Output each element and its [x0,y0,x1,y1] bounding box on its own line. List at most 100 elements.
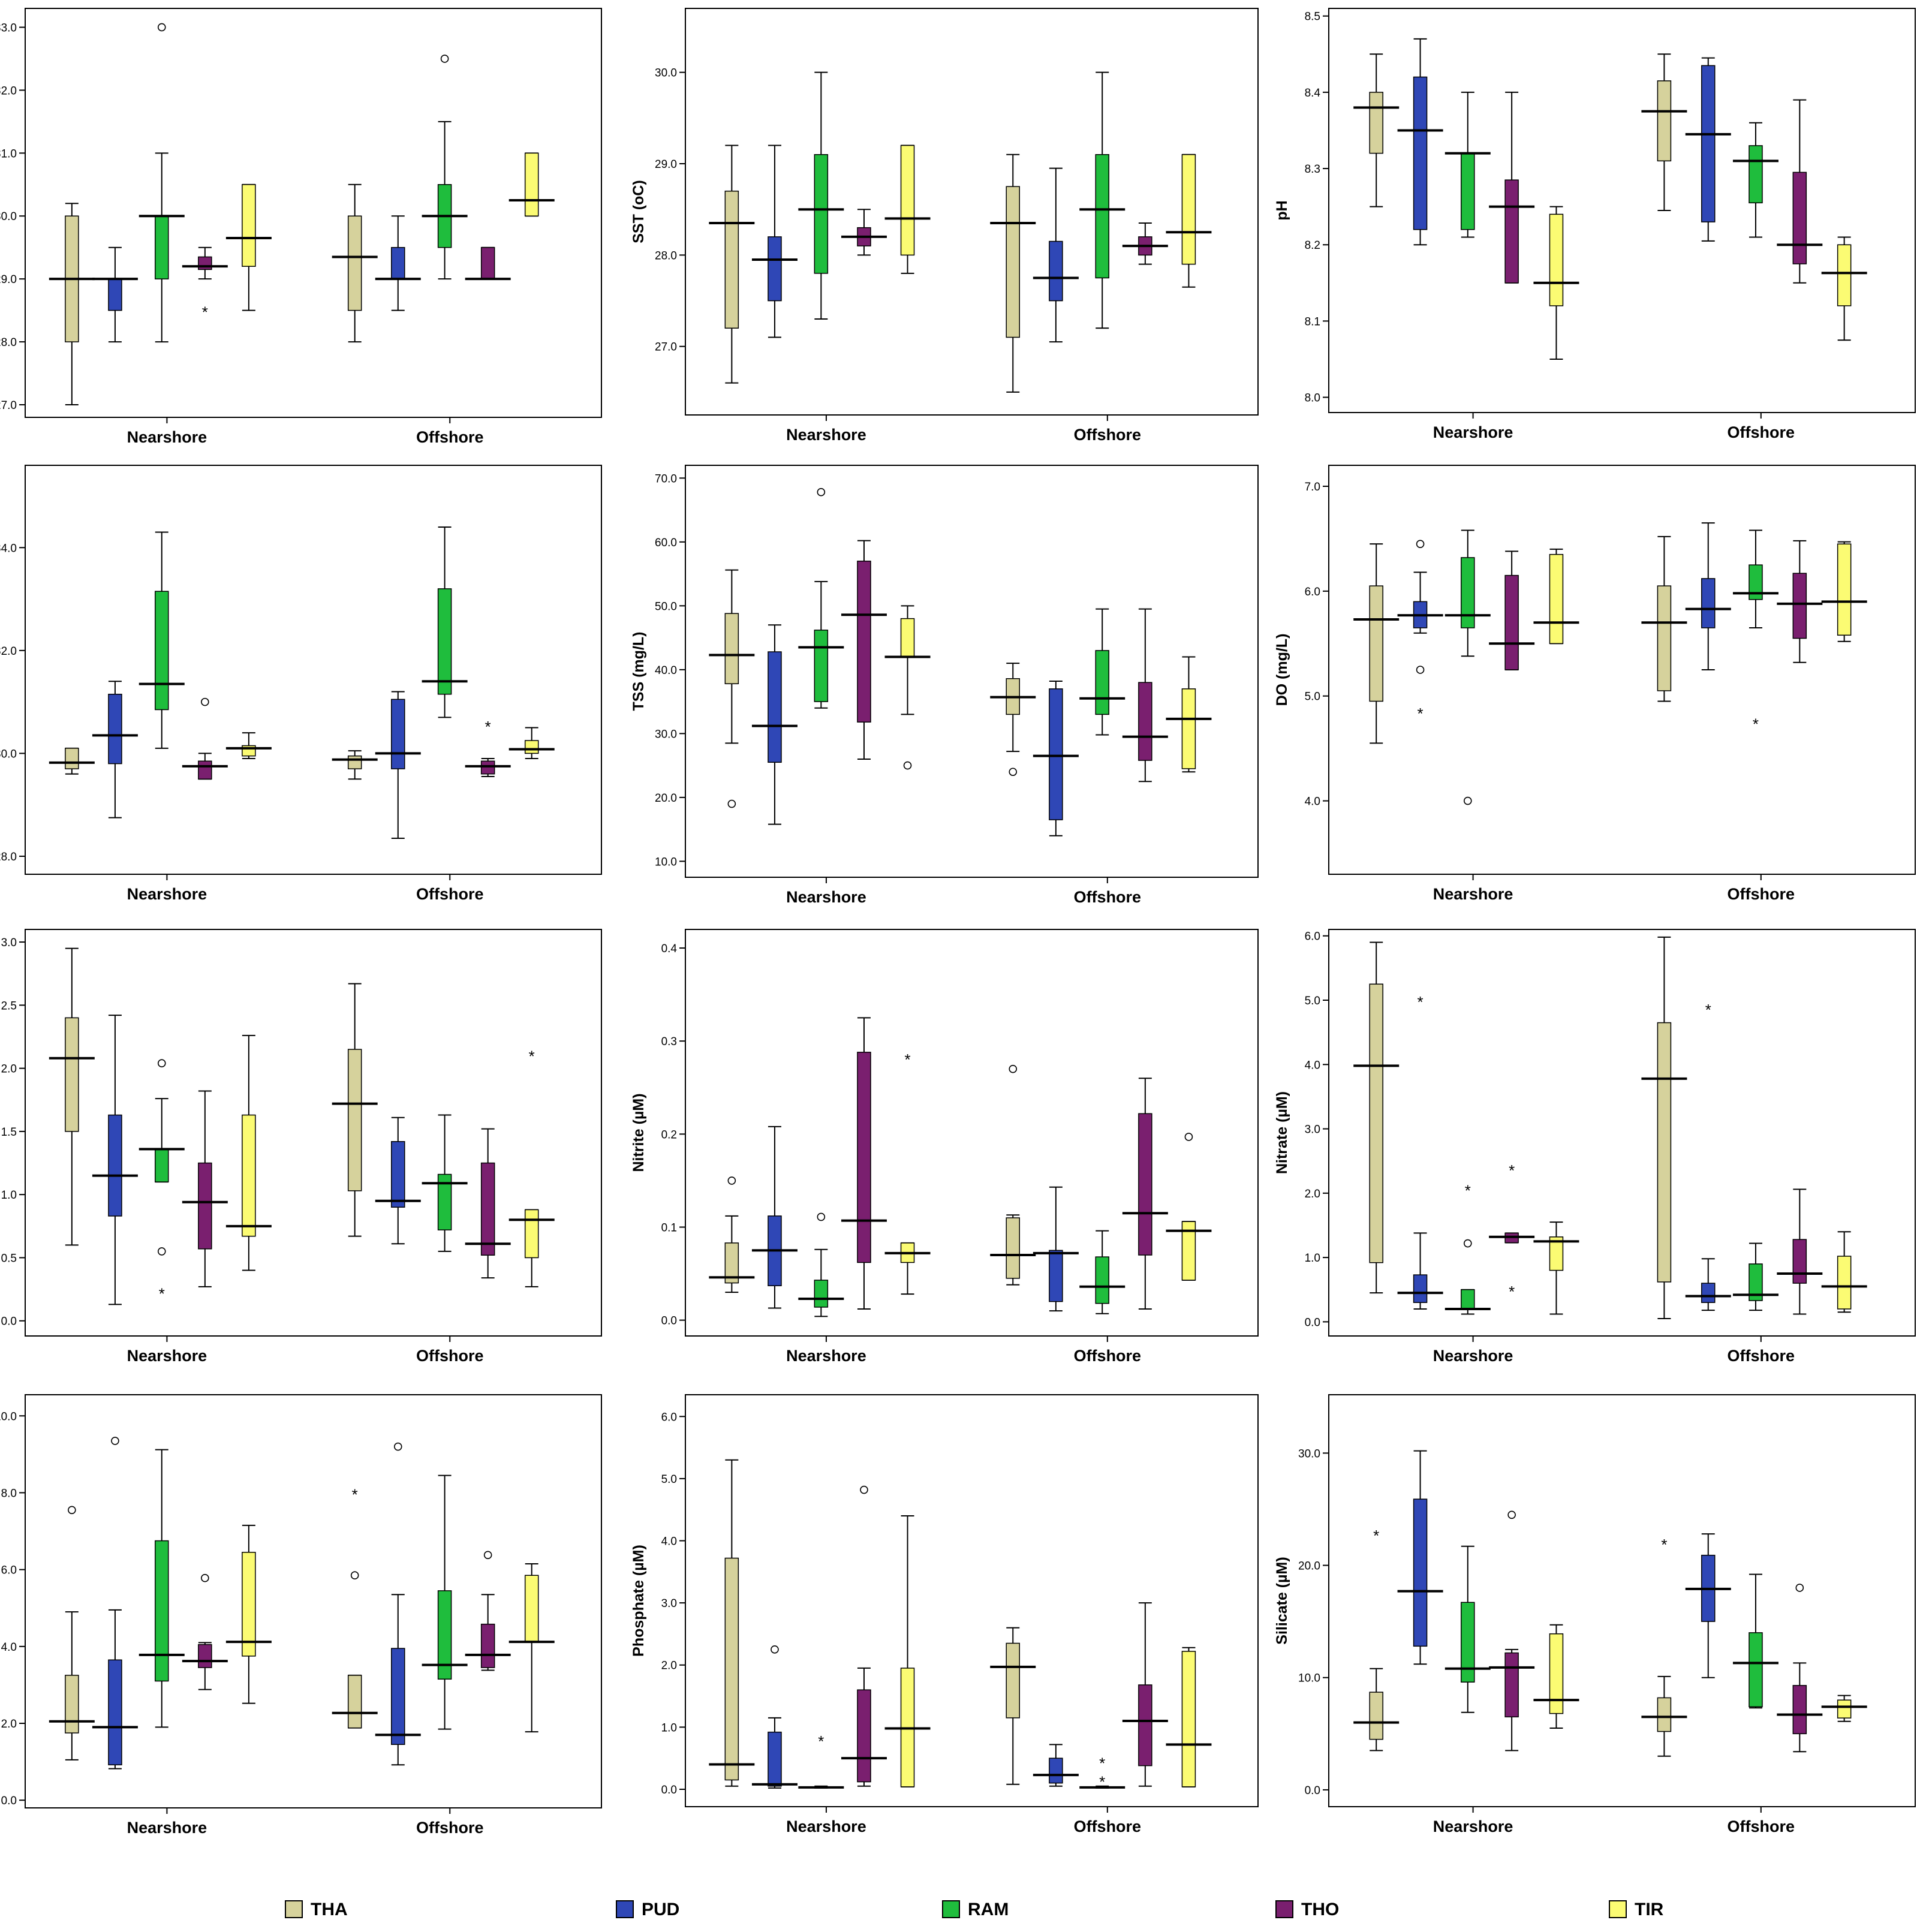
outlier-point [817,487,826,496]
box-pud-nearshore [92,681,138,818]
box-ram-nearshore [1444,1545,1491,1713]
iqr-box [242,1114,256,1237]
box-ram-nearshore [139,1449,185,1728]
iqr-box [437,1590,452,1680]
x-tick-label-offshore: Offshore [416,885,484,903]
y-tick-label: 30.0 [655,728,677,741]
extreme-point: * [1509,1283,1515,1301]
y-tick-label: 0.5 [1,1252,17,1265]
iqr-box [65,748,79,769]
y-tick-label: 8.0 [1,1487,17,1500]
y-tick-label: 0.0 [661,1784,677,1796]
chart-panels: 27.028.029.030.031.032.033.0AT (oC)Nears… [0,8,1916,1837]
y-tick-label: 5.0 [661,1473,677,1486]
box-tho-nearshore [182,1090,228,1287]
y-tick-label: 30.0 [1298,1448,1320,1460]
box-ram-nearshore [1444,529,1491,805]
x-tick-label-offshore: Offshore [1074,1817,1142,1835]
iqr-box [1006,1642,1021,1719]
outlier-point [1009,768,1018,777]
box-tir-offshore [1821,1695,1867,1722]
outlier-point [1416,540,1425,548]
box-tha-nearshore [709,1176,755,1293]
y-tick-label: 5.0 [1305,691,1320,703]
box-tha-offshore [332,750,378,780]
box-pud-offshore [375,215,421,311]
box-ram-offshore [1079,71,1125,329]
outlier-point [440,55,449,63]
legend-label: RAM [968,1900,1009,1919]
plot-frame [1328,465,1916,875]
extreme-point: * [1099,1772,1105,1790]
box-tho-offshore [1122,608,1168,783]
x-tick-label-nearshore: Nearshore [1433,423,1513,441]
box-tir-offshore [1821,541,1867,642]
iqr-box [391,246,405,279]
legend-label: THO [1301,1900,1339,1919]
y-tick-label: 2.0 [661,1660,677,1672]
iqr-box [391,1648,405,1745]
box-pud-nearshore: * [1397,993,1443,1310]
box-pud-offshore [375,691,421,839]
box-tir-nearshore [225,1524,272,1704]
legend-swatch [616,1900,634,1918]
iqr-box [1369,1692,1383,1740]
y-tick-label: 30.0 [655,67,677,80]
box-tha-nearshore [49,203,95,406]
extreme-point: * [1509,1161,1515,1179]
y-tick-label: 0.2 [661,1128,677,1141]
y-tick-label: 20.0 [1298,1560,1320,1573]
box-tho-nearshore [841,1017,887,1310]
iqr-box [1095,1256,1109,1304]
box-tha-nearshore [1353,941,1400,1294]
iqr-box [1181,688,1196,769]
y-tick-label: 27.0 [0,399,17,412]
iqr-box [1006,186,1021,338]
box-tho-nearshore: ** [1489,1161,1535,1301]
iqr-box [108,693,122,765]
extreme-point: * [1418,993,1424,1011]
iqr-box [900,618,915,658]
y-tick-label: 4.0 [1305,1059,1320,1072]
y-tick-label: 6.0 [1305,931,1320,943]
x-tick-label-nearshore: Nearshore [127,1347,207,1365]
iqr-box [524,152,539,216]
iqr-box [1504,574,1519,670]
y-tick-label: 6.0 [1305,586,1320,598]
y-tick-label: 0.0 [1,1795,17,1807]
iqr-box [155,1540,169,1682]
x-tick-label-offshore: Offshore [1728,423,1795,441]
legend-item-tir: TIR [1609,1900,1664,1919]
y-tick-label: 1.0 [1,1189,17,1202]
box-ram-nearshore [798,487,844,709]
legend: THA PUD RAM THO TIR [285,1900,1664,1919]
iqr-box [480,760,495,775]
box-ram-offshore [1732,1573,1778,1709]
y-tick-label: 2.0 [1,1718,17,1731]
box-tho-offshore [1122,222,1168,265]
iqr-box [1701,1283,1716,1303]
iqr-box [480,1623,495,1668]
extreme-point: * [1099,1754,1105,1772]
box-tho-offshore [1777,99,1823,284]
legend-item-ram: RAM [942,1900,1009,1919]
iqr-box [391,1140,405,1208]
iqr-box [198,1162,212,1250]
iqr-box [1837,543,1852,636]
box-ram-offshore [1732,1242,1778,1311]
y-tick-label: 6.0 [1,1564,17,1577]
box-tho-nearshore [1489,550,1535,670]
iqr-box [1461,152,1475,230]
box-tir-nearshore [884,605,931,770]
iqr-box [1792,573,1807,639]
box-tha-nearshore: * [1353,1527,1400,1752]
box-pud-nearshore [751,145,798,338]
box-pud-offshore [1685,522,1731,670]
y-tick-label: 0.0 [661,1315,677,1328]
y-tick-label: 29.0 [655,158,677,171]
iqr-box [1369,585,1383,702]
box-tho-nearshore: * [182,246,228,321]
plot-frame [1328,929,1916,1337]
iqr-box [1138,1113,1152,1256]
box-tir-offshore [1166,154,1212,288]
